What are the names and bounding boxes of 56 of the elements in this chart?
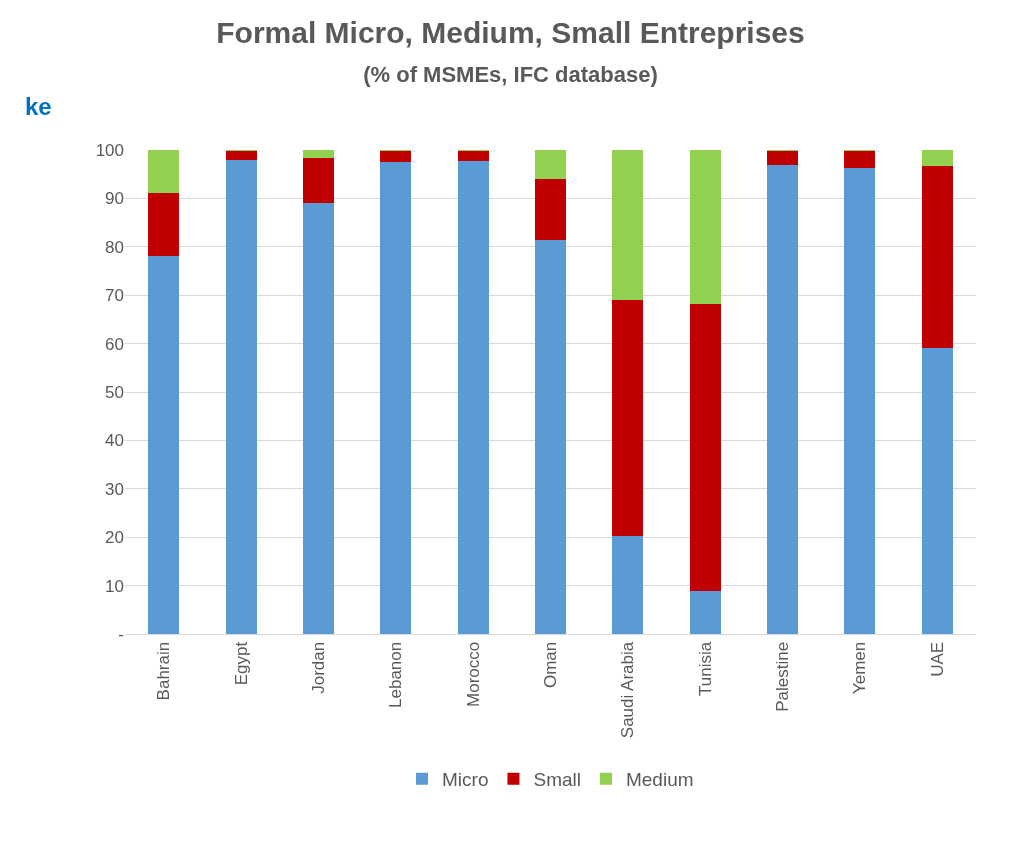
bar <box>148 192 180 256</box>
text: ke <box>25 93 52 120</box>
bar <box>302 202 334 634</box>
bar <box>612 535 644 634</box>
y-tick-label: 100 <box>95 140 124 160</box>
chart-title: Formal Micro, Medium, Small Entreprises <box>216 15 805 49</box>
bar <box>844 150 876 168</box>
chart-subtitle: (% of MSMEs, IFC database) <box>363 61 658 87</box>
legend-label: Medium <box>625 769 694 791</box>
bar <box>380 162 412 634</box>
bar <box>921 166 953 349</box>
y-tick-label: 40 <box>105 431 124 451</box>
x-tick-label: Bahrain <box>154 641 174 701</box>
x-tick-label: Saudi Arabia <box>618 641 638 739</box>
x-tick-label: Morocco <box>463 641 483 707</box>
bar <box>148 255 180 634</box>
bar <box>535 150 566 180</box>
bar <box>302 158 334 203</box>
x-tick-label: UAE <box>927 641 947 677</box>
x-tick-label: Lebanon <box>386 641 406 708</box>
bar <box>612 299 644 536</box>
bar <box>380 150 412 163</box>
y-tick-label: 80 <box>105 237 124 257</box>
x-tick-label: Jordan <box>308 641 328 694</box>
bar <box>148 150 180 193</box>
x-tick-label: Yemen <box>850 641 870 695</box>
bar <box>689 591 721 634</box>
x-tick-label: Tunisia <box>695 641 715 696</box>
bar <box>921 150 953 167</box>
x-tick-label: Egypt <box>231 641 251 686</box>
bar <box>457 150 489 162</box>
bar <box>535 179 566 241</box>
bar <box>921 348 953 634</box>
bar <box>844 167 876 634</box>
bar <box>689 303 721 592</box>
bar <box>767 165 799 634</box>
bar <box>612 150 644 300</box>
y-tick-label: 70 <box>105 286 124 306</box>
bar <box>225 150 257 160</box>
bar <box>767 150 799 165</box>
bar <box>535 240 566 634</box>
legend-label: Micro <box>442 769 489 791</box>
y-tick-label: 10 <box>105 576 124 596</box>
y-tick-label: - <box>118 624 124 644</box>
bar <box>225 159 257 634</box>
x-tick-label: Oman <box>541 641 561 689</box>
y-tick-label: 20 <box>105 528 124 548</box>
y-tick-label: 30 <box>105 479 124 499</box>
y-tick-label: 90 <box>105 189 124 209</box>
legend-label: Small <box>533 769 581 791</box>
bar <box>689 150 721 304</box>
bar <box>457 161 489 634</box>
bar <box>302 150 334 159</box>
y-tick-label: 60 <box>105 334 124 354</box>
x-tick-label: Palestine <box>773 641 793 712</box>
y-tick-label: 50 <box>105 382 124 402</box>
